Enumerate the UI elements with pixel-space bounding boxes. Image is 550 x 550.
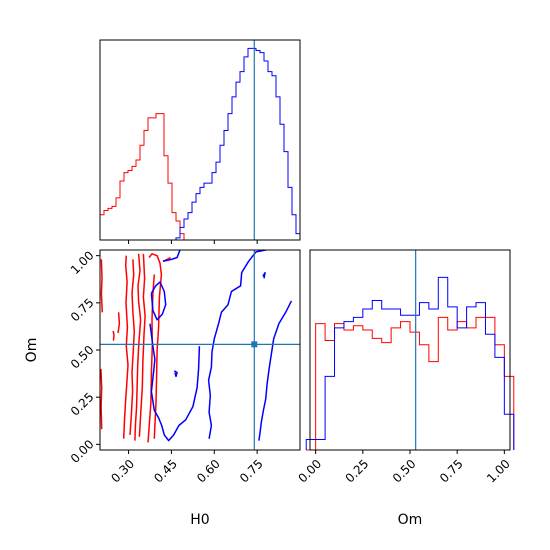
tick-label-om-x: 0.75	[437, 457, 466, 486]
histogram-om-series-b	[305, 276, 515, 450]
hist-step-h0-b	[100, 47, 301, 241]
tick-label-h0: 0.45	[151, 457, 180, 486]
truth-marker	[251, 341, 258, 348]
tick-label-h0: 0.60	[194, 457, 223, 486]
contour-line-b-5	[173, 370, 178, 378]
contour-line-a-6	[147, 274, 156, 443]
tick-label-om-y: 0.75	[68, 296, 97, 325]
panel-frame-h0-marginal	[99, 39, 301, 241]
panel-joint: 0.30 0.45 0.60 0.75 0.00 0.25 0.50 0.75 1.00 H0…	[24, 248, 301, 528]
panel-frame-joint	[99, 249, 301, 451]
tick-label-om-x: 0.25	[343, 457, 372, 486]
contours-series-b	[149, 250, 293, 442]
contour-line-b-0	[149, 323, 201, 442]
tick-label-om-y: 1.00	[68, 248, 97, 277]
contour-line-b-2	[150, 281, 167, 321]
histogram-om-series-a	[306, 316, 515, 451]
tick-label-om-y: 0.25	[68, 390, 97, 419]
contour-line-a-10	[112, 330, 115, 341]
contour-line-a-5	[138, 253, 146, 437]
contour-line-a-1	[100, 368, 103, 430]
tick-label-om-x: 0.50	[390, 457, 419, 486]
tick-label-om-y: 0.00	[68, 437, 97, 466]
x-axis-label-h0: H0	[190, 512, 209, 528]
contour-line-b-6	[262, 271, 266, 279]
tick-label-h0: 0.75	[237, 457, 266, 486]
panel-h0-marginal	[99, 39, 301, 244]
contour-line-a-7	[148, 253, 163, 439]
contour-line-b-4	[258, 300, 293, 441]
x-axis-label-om: Om	[398, 512, 423, 528]
hist-step-om-b	[305, 276, 515, 450]
contour-line-a-4	[134, 253, 142, 441]
tick-label-om-x: 1.00	[484, 457, 513, 486]
tick-marks-om-marginal	[315, 450, 505, 454]
tick-labels-h0: 0.30 0.45 0.60 0.75	[108, 457, 265, 486]
contour-line-a-2	[122, 255, 129, 439]
tick-labels-om-x: 0.00 0.25 0.50 0.75 1.00	[295, 457, 512, 486]
hist-step-h0-a	[99, 113, 300, 241]
histogram-h0-series-b	[100, 47, 301, 241]
tick-marks-h0-marginal	[128, 240, 258, 244]
contour-line-b-1	[162, 250, 181, 263]
tick-label-om-y: 0.50	[68, 343, 97, 372]
panel-om-marginal: 0.00 0.25 0.50 0.75 1.00 Om	[295, 249, 515, 528]
tick-label-om-x: 0.00	[295, 457, 324, 486]
contours-series-a	[100, 253, 171, 443]
contour-line-a-0	[100, 259, 104, 313]
panel-frame-om-marginal	[309, 249, 511, 451]
tick-label-h0: 0.30	[108, 457, 137, 486]
contour-line-a-9	[117, 312, 121, 334]
contour-line-a-3	[129, 259, 136, 435]
y-axis-label-om: Om	[24, 338, 40, 363]
tick-marks-joint	[96, 255, 258, 454]
tick-labels-om-y: 0.00 0.25 0.50 0.75 1.00	[68, 248, 97, 465]
histogram-h0-series-a	[99, 113, 300, 241]
contour-line-b-3	[207, 250, 266, 439]
hist-step-om-a	[306, 316, 515, 451]
